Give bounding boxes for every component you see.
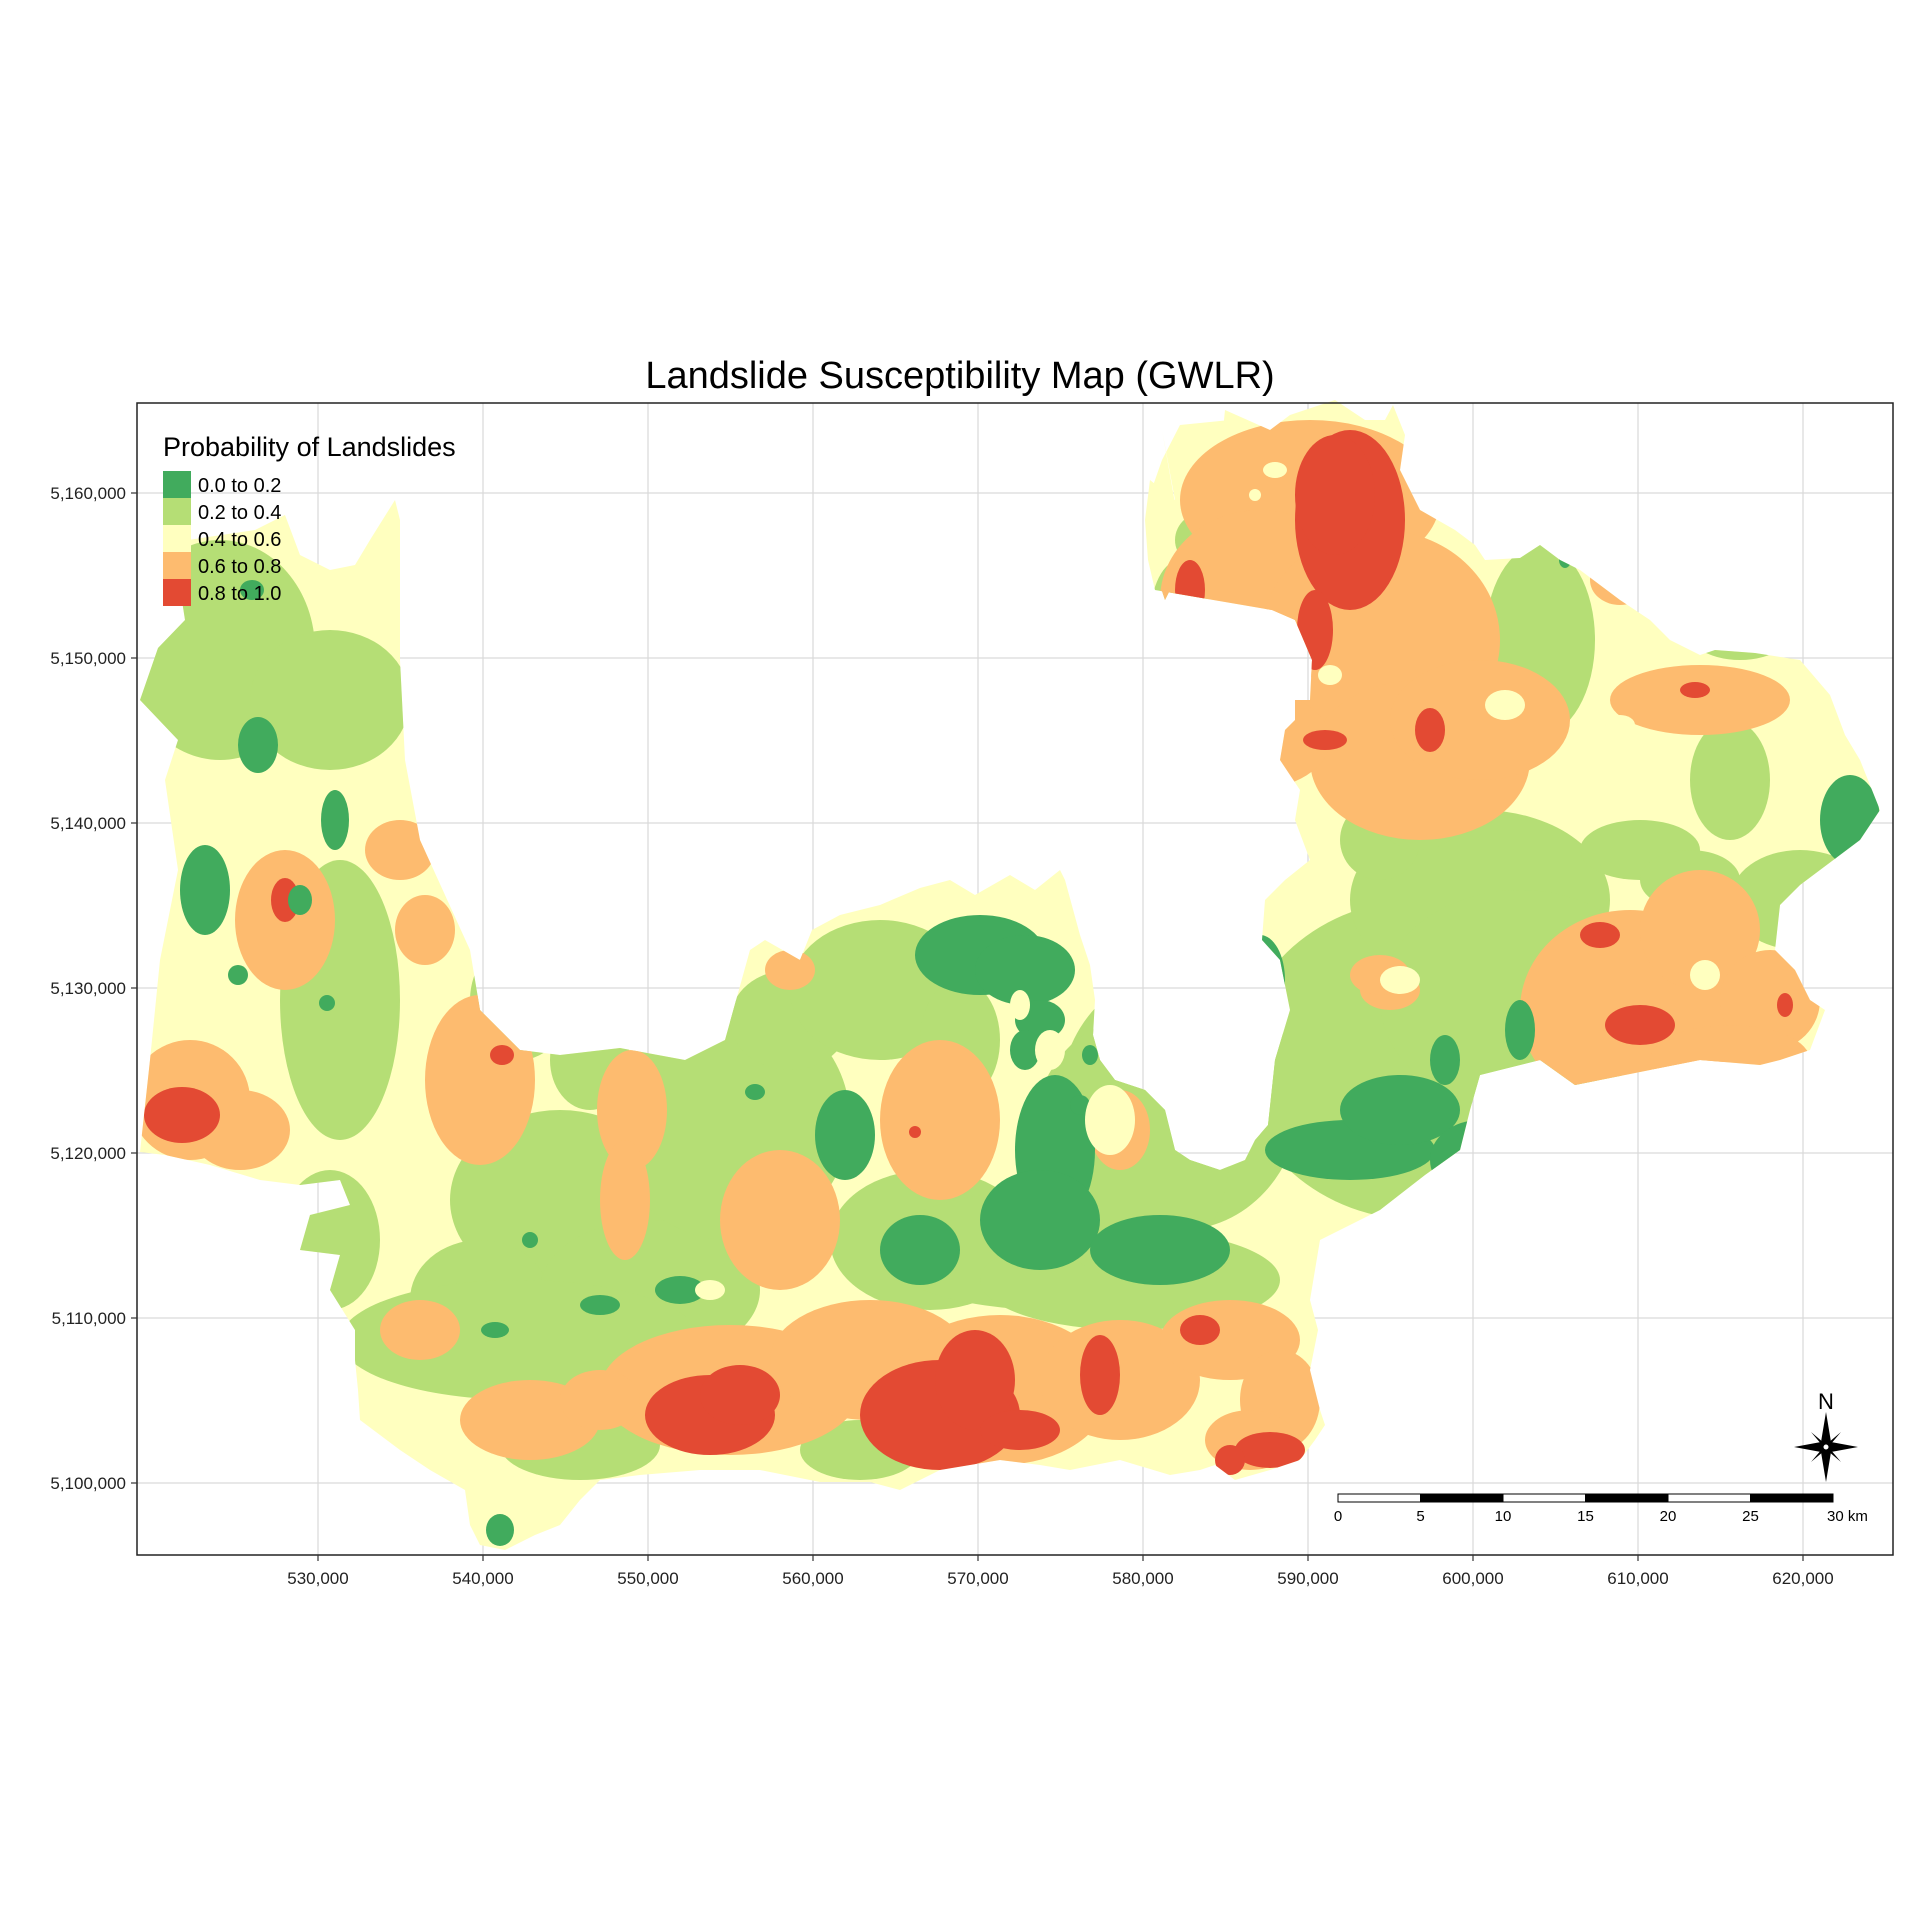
- scale-segment: [1502, 1493, 1586, 1503]
- legend-label: 0.8 to 1.0: [198, 583, 281, 605]
- scale-label: 20: [1660, 1508, 1677, 1525]
- scale-label: 15: [1577, 1508, 1594, 1525]
- scale-label: 25: [1742, 1508, 1759, 1525]
- legend-label: 0.0 to 0.2: [198, 475, 281, 497]
- x-tick-label: 580,000: [1112, 1569, 1173, 1588]
- x-tick-label: 620,000: [1772, 1569, 1833, 1588]
- legend-label: 0.2 to 0.4: [198, 502, 281, 524]
- scale-label: 0: [1334, 1508, 1342, 1525]
- x-tick-label: 530,000: [287, 1569, 348, 1588]
- x-tick-label: 600,000: [1442, 1569, 1503, 1588]
- scale-segment: [1337, 1493, 1421, 1503]
- x-tick-label: 560,000: [782, 1569, 843, 1588]
- scale-segment: [1750, 1493, 1834, 1503]
- y-tick-label: 5,100,000: [50, 1474, 126, 1493]
- scale-label: 30 km: [1827, 1508, 1868, 1525]
- legend-swatch: [163, 471, 191, 498]
- legend-title: Probability of Landslides: [163, 432, 456, 462]
- y-axis-ticks: 5,160,000 5,150,000 5,140,000 5,130,000 5,12…: [50, 484, 137, 1493]
- x-axis-ticks: 530,000 540,000 550,000 560,000 570,000 580,0…: [287, 1555, 1834, 1588]
- y-tick-label: 5,120,000: [50, 1144, 126, 1163]
- north-label: N: [1818, 1389, 1834, 1414]
- scale-bar: 0 5 10 15 20 25 30 km: [1334, 1493, 1868, 1525]
- map-frame: [136, 402, 1894, 1556]
- legend-label: 0.4 to 0.6: [198, 529, 281, 551]
- north-arrow: N: [1794, 1389, 1858, 1482]
- legend-swatch: [163, 552, 191, 579]
- y-tick-label: 5,110,000: [52, 1309, 126, 1328]
- scale-label: 10: [1495, 1508, 1512, 1525]
- legend-swatch: [163, 579, 191, 606]
- scale-label: 5: [1416, 1508, 1424, 1525]
- scale-segment: [1585, 1493, 1669, 1503]
- x-tick-label: 590,000: [1277, 1569, 1338, 1588]
- x-tick-label: 540,000: [452, 1569, 513, 1588]
- y-tick-label: 5,150,000: [50, 649, 126, 668]
- legend-swatch: [163, 498, 191, 525]
- legend: Probability of Landslides 0.0 to 0.2 0.2 …: [163, 432, 456, 606]
- scale-segment: [1667, 1493, 1751, 1503]
- compass-rose-icon: [1794, 1412, 1858, 1482]
- y-tick-label: 5,140,000: [50, 814, 126, 833]
- x-tick-label: 610,000: [1607, 1569, 1668, 1588]
- x-tick-label: 570,000: [947, 1569, 1008, 1588]
- y-tick-label: 5,130,000: [50, 979, 126, 998]
- legend-swatch: [163, 525, 191, 552]
- x-tick-label: 550,000: [617, 1569, 678, 1588]
- legend-label: 0.6 to 0.8: [198, 556, 281, 578]
- map-title: Landslide Susceptibility Map (GWLR): [645, 355, 1274, 397]
- y-tick-label: 5,160,000: [50, 484, 126, 503]
- scale-segment: [1420, 1493, 1504, 1503]
